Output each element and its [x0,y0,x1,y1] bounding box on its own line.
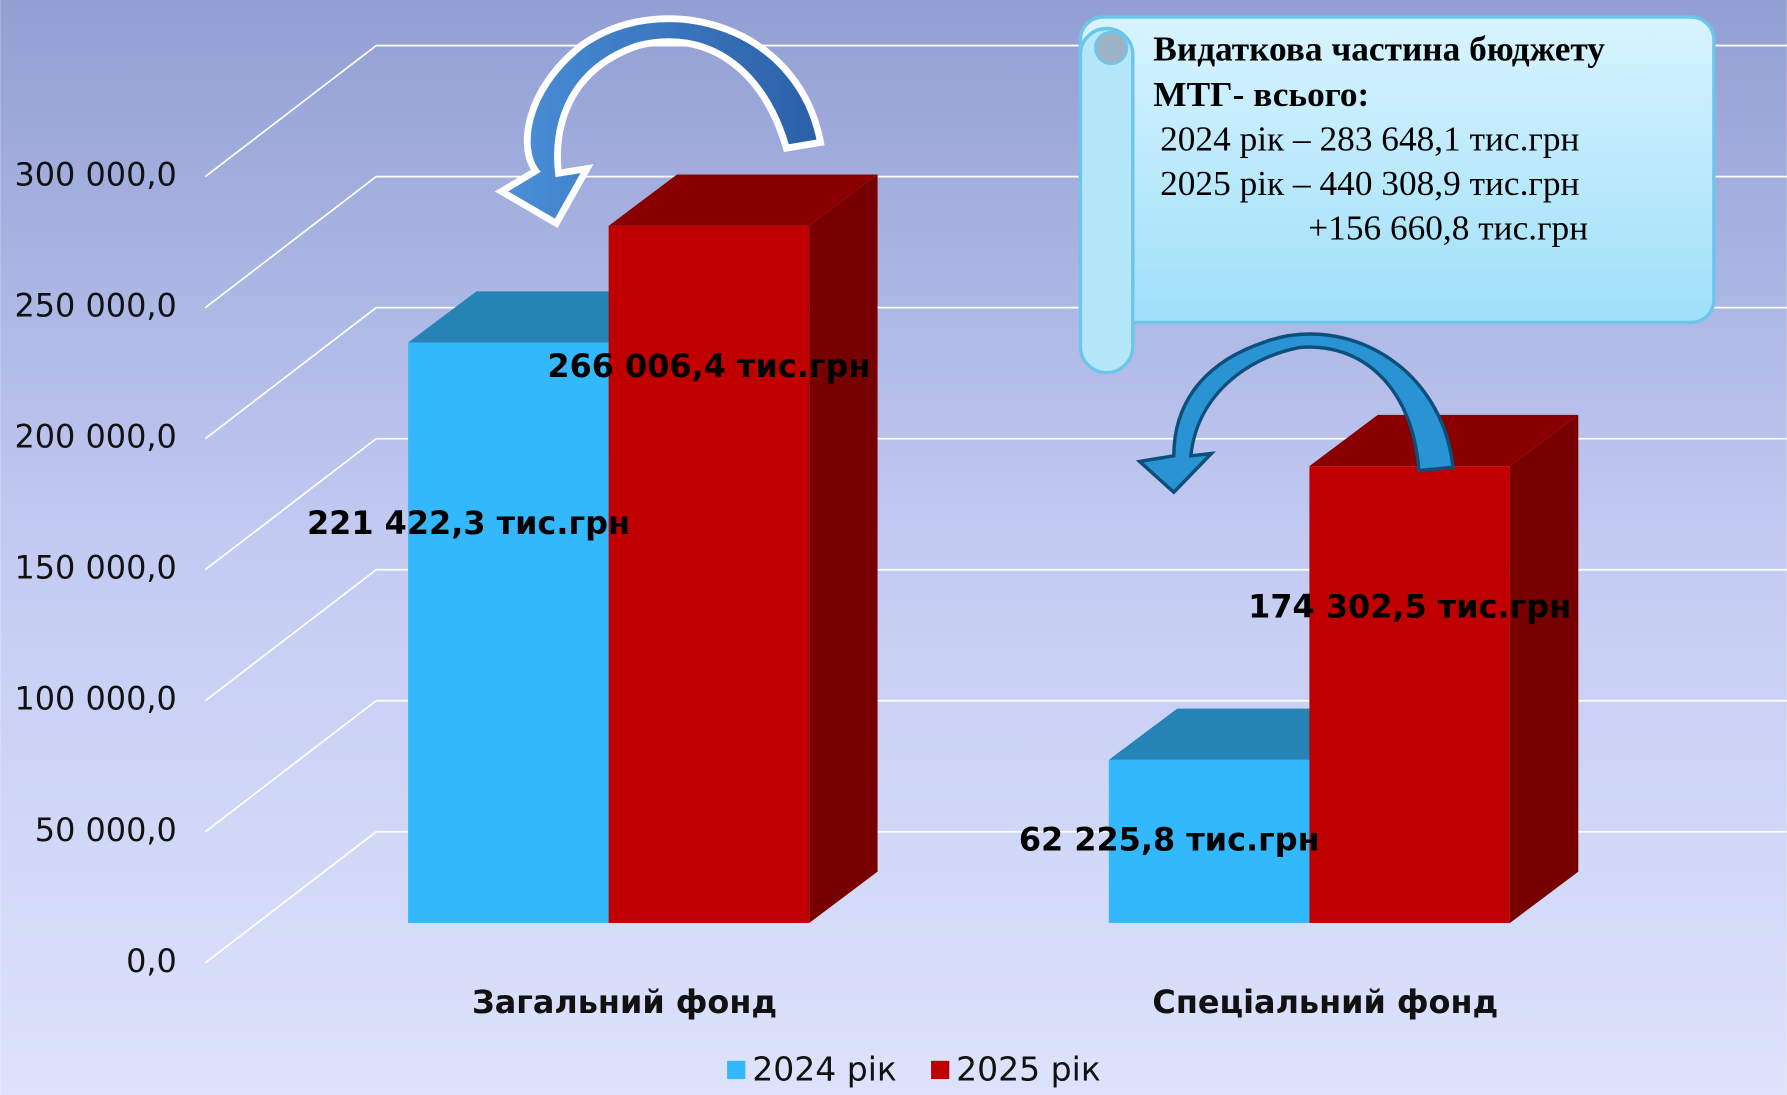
bar-side [1509,414,1579,923]
bar [1108,759,1310,923]
legend-label: 2024 рік [752,1050,897,1089]
y-tick-label: 100 000,0 [14,680,176,718]
arrow [494,15,825,229]
x-tick-label: Спеціальний фонд [1152,983,1498,1021]
callout-curl [1094,30,1129,65]
annotation-line: 2025 рік – 440 308,9 тис.грн [1160,164,1579,203]
bar-top [608,174,878,226]
x-tick-label: Загальний фонд [472,983,777,1021]
y-tick-label: 150 000,0 [14,549,176,587]
data-label: 62 225,8 тис.грн [1019,820,1320,858]
legend-swatch [931,1060,950,1080]
legend-swatch [727,1060,746,1080]
y-tick-label: 200 000,0 [14,418,176,456]
callout: Видаткова частина бюджету МТГ- всього: 2… [1078,15,1716,375]
legend-label: 2025 рік [956,1050,1101,1089]
bar [608,225,810,923]
annotation-line: МТГ- всього: [1153,75,1369,114]
y-tick-label: 300 000,0 [14,156,176,194]
data-label: 221 422,3 тис.грн [307,504,630,542]
y-tick-label: 50 000,0 [35,811,177,849]
arrow [1135,332,1455,495]
bar-side [809,174,878,923]
y-tick-label: 250 000,0 [14,287,176,325]
annotation-line: 2024 рік – 283 648,1 тис.грн [1160,120,1579,159]
annotation-line: Видаткова частина бюджету [1153,30,1605,69]
bar [408,342,609,923]
annotation-line: +156 660,8 тис.грн [1308,208,1588,247]
y-tick-label: 0,0 [126,942,177,980]
callout-roll [1078,26,1135,375]
grid-line [204,437,1787,571]
bar [1309,466,1510,923]
data-label: 174 302,5 тис.грн [1248,588,1571,626]
data-label: 266 006,4 тис.грн [547,347,870,385]
